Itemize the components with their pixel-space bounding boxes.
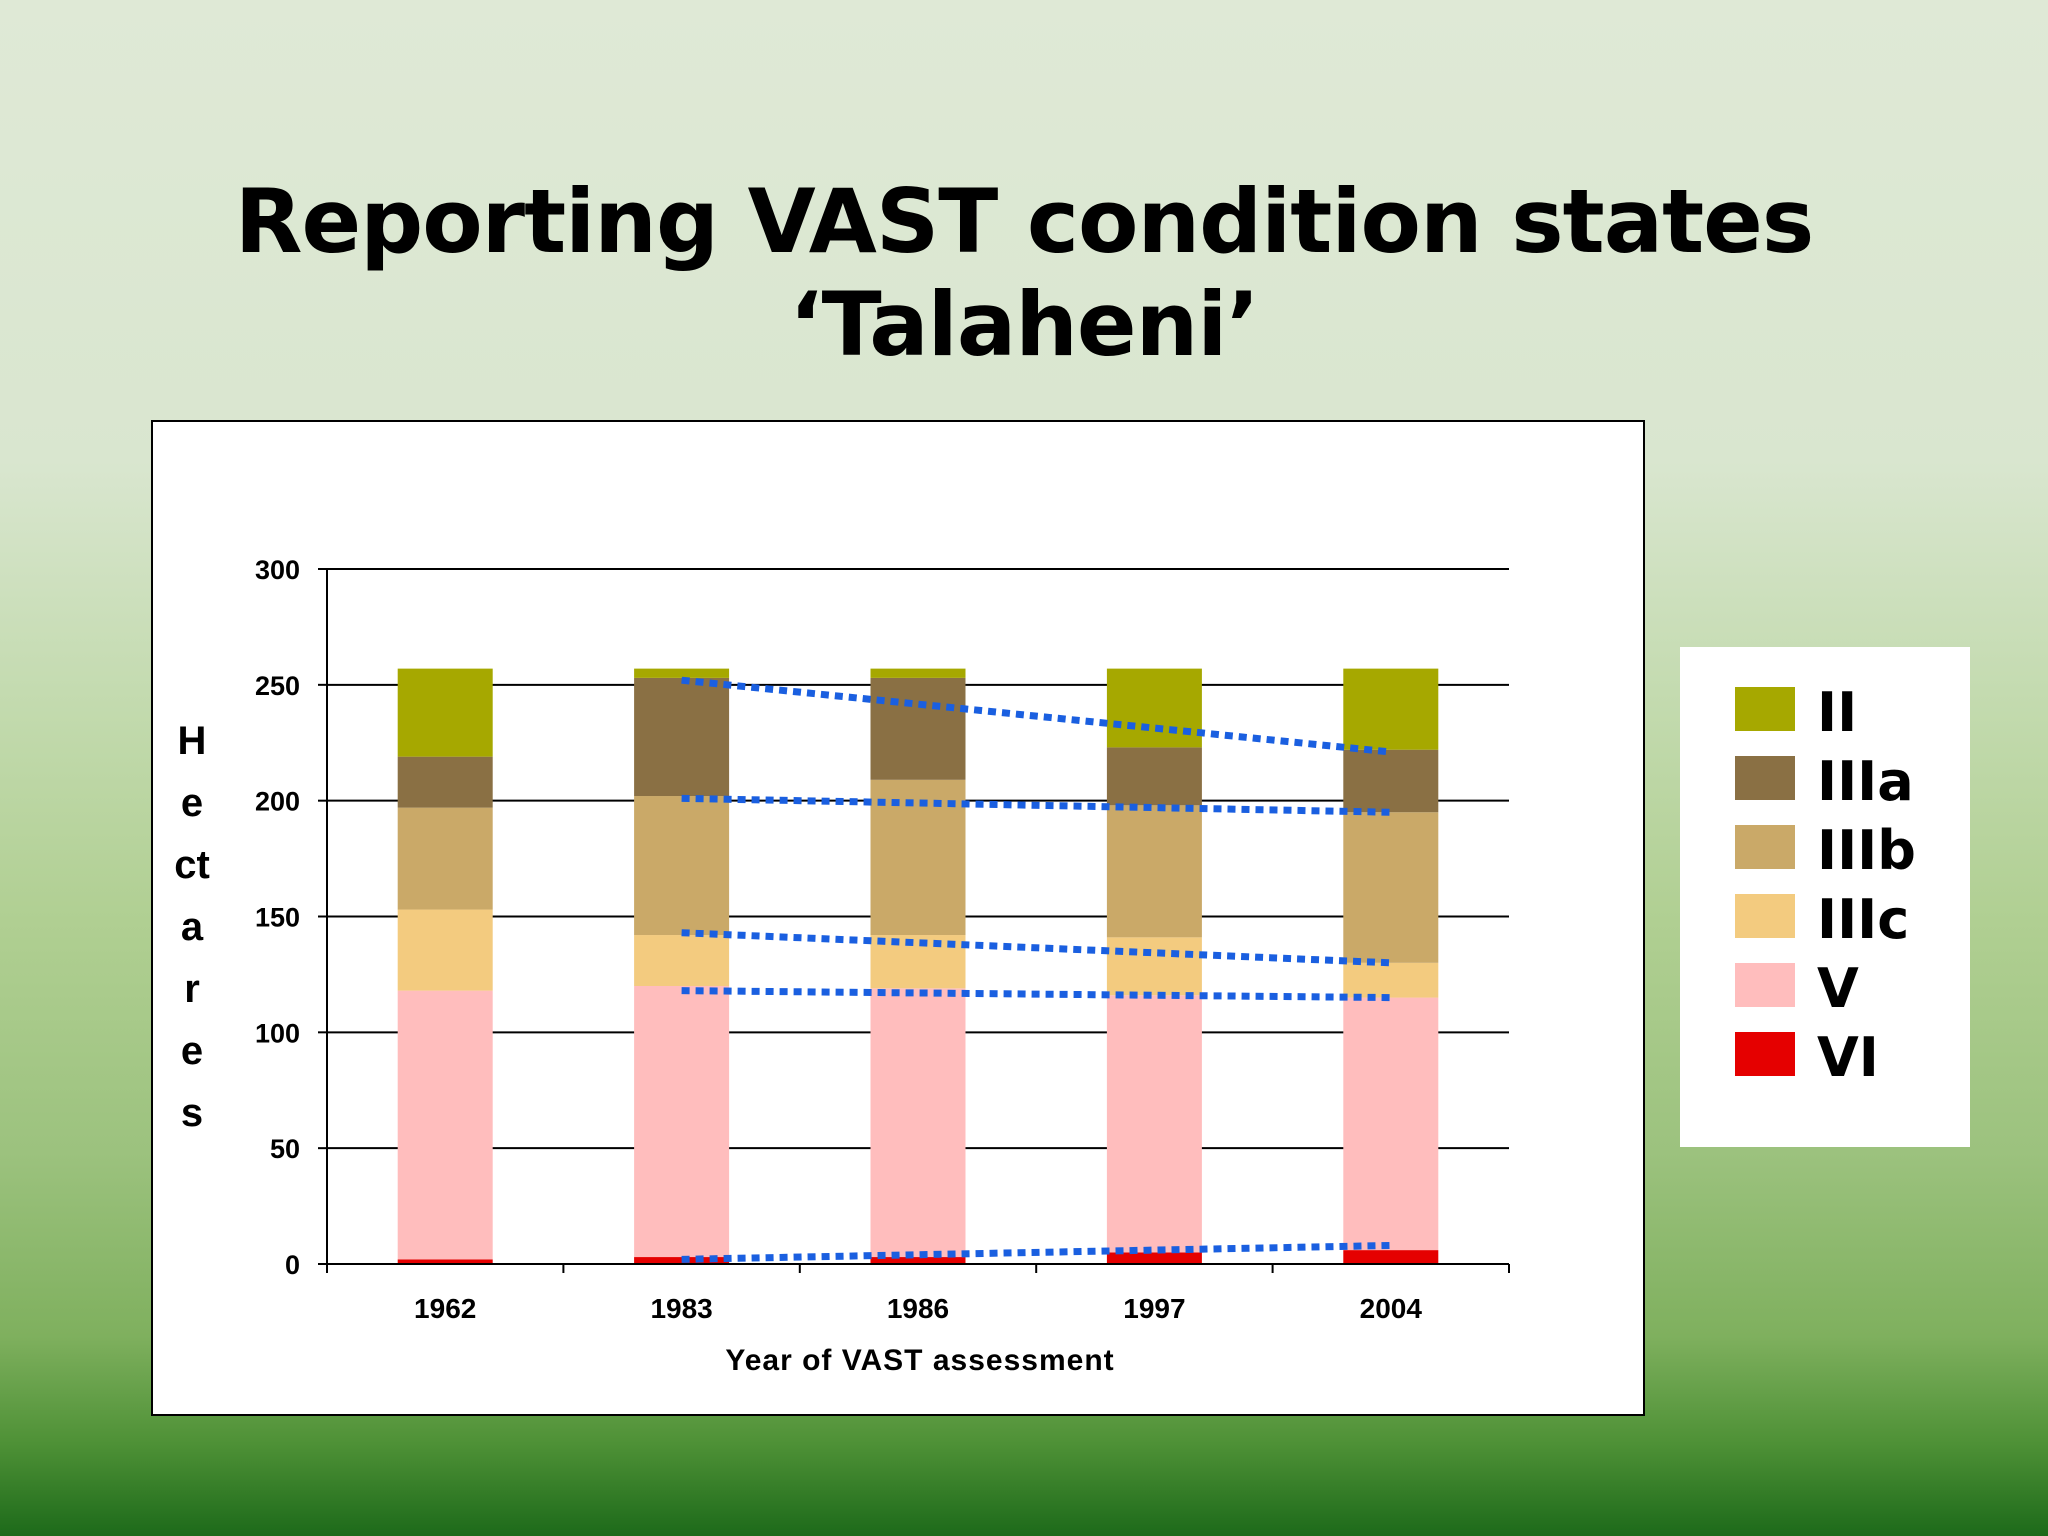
bar-segment-vi-1983 <box>634 1257 730 1264</box>
trend-line <box>681 794 1391 816</box>
y-axis-label-part: e <box>180 781 204 825</box>
legend-swatch <box>1735 1032 1795 1076</box>
y-tick-label: 150 <box>255 903 300 933</box>
x-axis-label: Year of VAST assessment <box>725 1344 1115 1377</box>
y-tick-label: 300 <box>255 555 300 585</box>
y-tick-label: 250 <box>255 671 300 701</box>
bar-segment-v-2004 <box>1343 997 1439 1251</box>
trend-line <box>681 929 1391 967</box>
legend-swatch <box>1735 894 1795 938</box>
y-axis-label-part: H <box>177 719 207 763</box>
x-tick-label: 1962 <box>414 1293 476 1324</box>
legend-label: VI <box>1817 1026 1879 1089</box>
y-axis-label-part: s <box>180 1091 204 1135</box>
bar-segment-vi-2004 <box>1343 1250 1439 1264</box>
legend-swatch <box>1735 756 1795 800</box>
x-tick-label: 2004 <box>1360 1293 1423 1324</box>
legend-swatch <box>1735 963 1795 1007</box>
bar-segment-iiib-1997 <box>1106 805 1202 938</box>
y-axis-label-part: e <box>180 1029 204 1073</box>
y-tick-label: 200 <box>255 787 300 817</box>
trend-line <box>681 676 1392 756</box>
bar-segment-ii-1997 <box>1106 668 1202 748</box>
bar-segment-vi-1986 <box>870 1257 966 1264</box>
bar-segment-v-1983 <box>634 986 730 1258</box>
y-tick-label: 50 <box>270 1134 300 1164</box>
x-tick-label: 1986 <box>887 1293 949 1324</box>
bar-segment-iiia-1962 <box>397 756 493 808</box>
bar-segment-iiia-1997 <box>1106 747 1202 806</box>
bar-segment-iiia-1986 <box>870 677 966 780</box>
x-tick-label: 1997 <box>1123 1293 1185 1324</box>
bar-segment-iiic-2004 <box>1343 962 1439 998</box>
bar-segment-vi-1997 <box>1106 1252 1202 1264</box>
y-axis-label-part: a <box>180 905 204 949</box>
bar-segment-v-1997 <box>1106 995 1202 1253</box>
y-tick-label: 100 <box>255 1018 300 1048</box>
trend-line <box>681 987 1391 1002</box>
bar-segment-iiia-1983 <box>634 677 730 797</box>
bar-segment-ii-2004 <box>1343 668 1439 750</box>
bar-segment-ii-1986 <box>870 668 966 678</box>
y-axis-label-part: r <box>184 967 200 1011</box>
bar-segment-ii-1983 <box>634 668 730 678</box>
y-axis-label-part: ct <box>174 843 210 887</box>
slide-title: Reporting VAST condition states ‘Talahen… <box>234 170 1814 376</box>
bar-segment-v-1986 <box>870 988 966 1258</box>
bar-segment-iiib-1962 <box>397 807 493 910</box>
legend-swatch <box>1735 825 1795 869</box>
bar-segment-iiic-1997 <box>1106 937 1202 996</box>
bar-segment-iiia-2004 <box>1343 749 1439 813</box>
bar-segment-iiib-1983 <box>634 796 730 936</box>
legend-label: V <box>1817 957 1859 1020</box>
legend-label: IIIc <box>1817 888 1910 951</box>
legend-label: IIIb <box>1817 819 1916 882</box>
x-tick-label: 1983 <box>650 1293 712 1324</box>
chart-legend: II IIIa IIIb IIIc V VI <box>1680 647 1970 1147</box>
legend-label: IIIa <box>1817 750 1914 813</box>
legend-label: II <box>1817 681 1858 744</box>
bar-segment-ii-1962 <box>397 668 493 757</box>
bar-segment-iiic-1983 <box>634 935 730 986</box>
bar-segment-v-1962 <box>397 990 493 1260</box>
trend-line <box>681 1241 1391 1263</box>
bar-segment-iiib-2004 <box>1343 812 1439 963</box>
y-tick-label: 0 <box>285 1250 300 1280</box>
bar-segment-iiic-1962 <box>397 909 493 991</box>
legend-swatch <box>1735 687 1795 731</box>
bar-segment-vi-1962 <box>397 1259 493 1264</box>
